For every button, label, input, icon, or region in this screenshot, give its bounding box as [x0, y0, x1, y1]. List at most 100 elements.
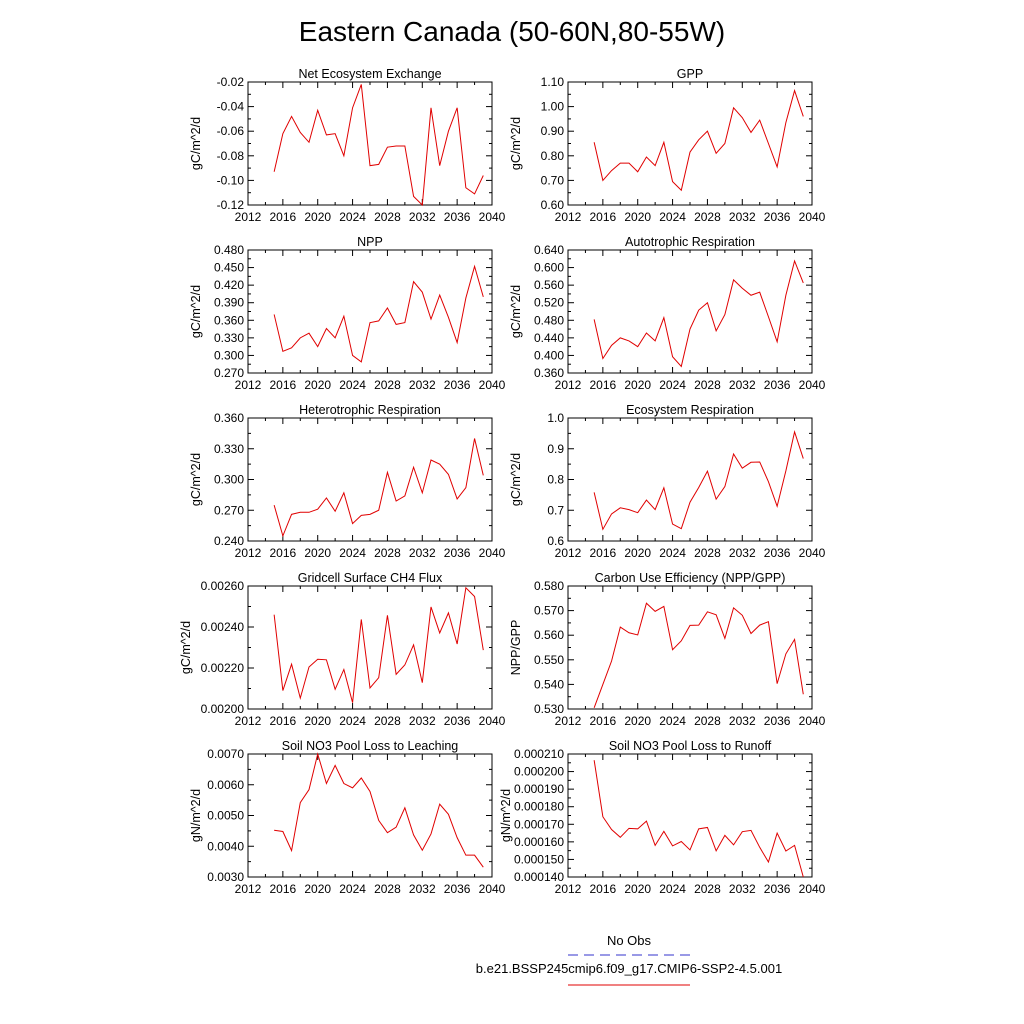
x-tick-label: 2024 — [339, 378, 366, 392]
x-tick-label: 2016 — [590, 882, 617, 896]
y-axis-label: gC/m^2/d — [179, 621, 193, 674]
x-tick-label: 2016 — [270, 714, 297, 728]
y-tick-label: -0.02 — [217, 75, 245, 89]
x-tick-label: 2020 — [624, 882, 651, 896]
x-tick-label: 2016 — [270, 546, 297, 560]
x-tick-label: 2012 — [555, 546, 582, 560]
x-tick-label: 2016 — [270, 210, 297, 224]
x-tick-label: 2032 — [729, 210, 756, 224]
x-tick-label: 2020 — [304, 378, 331, 392]
x-tick-label: 2032 — [729, 378, 756, 392]
x-tick-label: 2024 — [339, 714, 366, 728]
y-tick-label: 0.330 — [214, 442, 244, 456]
x-tick-label: 2024 — [339, 210, 366, 224]
panel-ecosystem-respiration: Ecosystem Respiration 2012 2016 2020 2024 202… — [509, 403, 826, 560]
y-tick-label: -0.04 — [217, 100, 245, 114]
y-tick-label: 0.70 — [541, 173, 565, 187]
x-tick-label: 2032 — [729, 882, 756, 896]
panel-net-ecosystem-exchange: Net Ecosystem Exchange 2012 2016 2020 2024 20… — [189, 67, 506, 224]
panel-title: Carbon Use Efficiency (NPP/GPP) — [595, 571, 786, 585]
x-tick-label: 2032 — [409, 882, 436, 896]
y-axis-label: gN/m^2/d — [499, 789, 513, 842]
x-tick-label: 2024 — [659, 546, 686, 560]
y-tick-label: 0.480 — [534, 313, 564, 327]
x-tick-label: 2032 — [409, 714, 436, 728]
plot-frame — [247, 417, 493, 542]
panel-autotrophic-respiration: Autotrophic Respiration 2012 2016 2020 2024 2… — [509, 235, 826, 392]
x-tick-label: 2016 — [590, 210, 617, 224]
y-tick-label: 0.570 — [534, 604, 564, 618]
y-tick-label: -0.12 — [217, 198, 245, 212]
x-tick-label: 2012 — [235, 546, 262, 560]
legend-label-no-obs: No Obs — [607, 933, 652, 948]
x-tick-label: 2020 — [304, 882, 331, 896]
series-line-net-ecosystem-exchange — [273, 84, 484, 207]
x-tick-label: 2028 — [374, 714, 401, 728]
x-tick-label: 2016 — [270, 378, 297, 392]
y-tick-label: 0.000180 — [514, 800, 564, 814]
y-tick-label: -0.08 — [217, 149, 245, 163]
x-tick-label: 2040 — [799, 714, 826, 728]
x-tick-label: 2036 — [444, 546, 471, 560]
x-tick-label: 2036 — [764, 714, 791, 728]
x-tick-label: 2028 — [694, 546, 721, 560]
y-tick-label: 0.00200 — [201, 702, 245, 716]
y-axis-label: gC/m^2/d — [189, 285, 203, 338]
x-tick-label: 2028 — [694, 210, 721, 224]
panel-carbon-use-efficiency-npp-gpp: Carbon Use Efficiency (NPP/GPP) 2012 2016 2… — [509, 571, 826, 728]
panel-title: Soil NO3 Pool Loss to Runoff — [609, 739, 772, 753]
plot-frame — [247, 249, 493, 374]
x-tick-label: 2036 — [764, 546, 791, 560]
y-tick-label: 0.400 — [534, 348, 564, 362]
x-tick-label: 2020 — [624, 378, 651, 392]
y-tick-label: -0.06 — [217, 124, 245, 138]
panel-soil-no3-pool-loss-to-leaching: Soil NO3 Pool Loss to Leaching 2012 2016 20… — [189, 739, 506, 896]
series-line-carbon-use-efficiency-npp-gpp — [593, 602, 804, 708]
plot-frame — [567, 753, 813, 878]
y-tick-label: 0.600 — [534, 261, 564, 275]
x-tick-label: 2036 — [444, 882, 471, 896]
plot-frame — [567, 81, 813, 206]
y-tick-label: 0.240 — [214, 534, 244, 548]
y-tick-label: 0.330 — [214, 331, 244, 345]
y-tick-label: 1.00 — [541, 100, 565, 114]
x-tick-label: 2012 — [555, 714, 582, 728]
y-tick-label: 0.440 — [534, 331, 564, 345]
y-tick-label: 0.300 — [214, 473, 244, 487]
y-tick-label: 0.7 — [547, 503, 564, 517]
y-tick-label: 0.300 — [214, 348, 244, 362]
y-tick-label: 0.360 — [534, 366, 564, 380]
x-tick-label: 2016 — [590, 378, 617, 392]
y-tick-label: 0.00260 — [201, 579, 245, 593]
panel-title: Ecosystem Respiration — [626, 403, 754, 417]
y-tick-label: 0.000150 — [514, 852, 564, 866]
x-tick-label: 2040 — [799, 378, 826, 392]
x-tick-label: 2040 — [479, 546, 506, 560]
panel-title: Autotrophic Respiration — [625, 235, 755, 249]
x-tick-label: 2028 — [694, 882, 721, 896]
y-tick-label: 0.000210 — [514, 747, 564, 761]
y-tick-label: 0.00220 — [201, 661, 245, 675]
series-line-autotrophic-respiration — [593, 259, 804, 368]
x-tick-label: 2036 — [444, 378, 471, 392]
panel-title: Soil NO3 Pool Loss to Leaching — [282, 739, 459, 753]
x-tick-label: 2040 — [799, 546, 826, 560]
x-tick-label: 2016 — [270, 882, 297, 896]
x-tick-label: 2028 — [374, 882, 401, 896]
panel-soil-no3-pool-loss-to-runoff: Soil NO3 Pool Loss to Runoff 2012 2016 2020… — [499, 739, 826, 896]
x-tick-label: 2012 — [235, 714, 262, 728]
figure-title: Eastern Canada (50-60N,80-55W) — [299, 16, 725, 47]
y-tick-label: 0.360 — [214, 411, 244, 425]
x-tick-label: 2040 — [479, 714, 506, 728]
x-tick-label: 2036 — [764, 210, 791, 224]
panel-gridcell-surface-ch4-flux: Gridcell Surface CH4 Flux 2012 2016 2020 202… — [179, 571, 506, 728]
legend: No Obs b.e21.BSSP245cmip6.f09_g17.CMIP6-… — [476, 933, 782, 986]
x-tick-label: 2020 — [304, 714, 331, 728]
plot-frame — [247, 753, 493, 878]
x-tick-label: 2020 — [624, 714, 651, 728]
y-tick-label: 0.000170 — [514, 817, 564, 831]
y-tick-label: 0.00240 — [201, 620, 245, 634]
x-tick-label: 2012 — [235, 378, 262, 392]
y-tick-label: 0.0070 — [207, 747, 244, 761]
x-tick-label: 2040 — [479, 210, 506, 224]
